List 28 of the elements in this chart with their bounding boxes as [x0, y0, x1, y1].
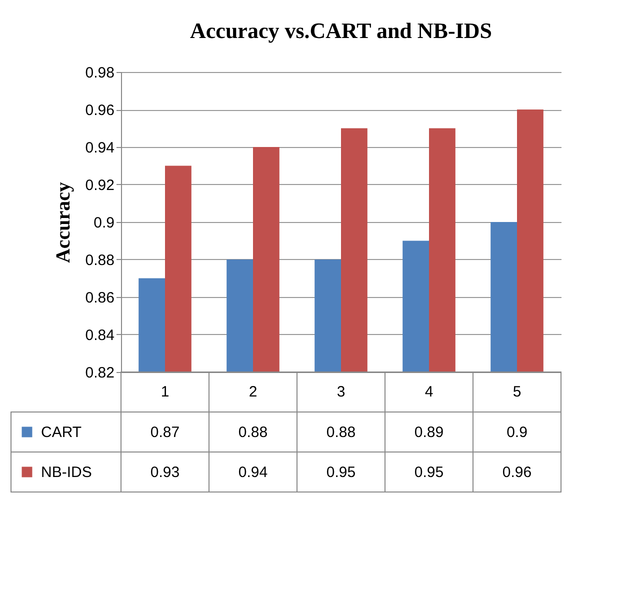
data-label: 0.95: [414, 464, 444, 481]
y-tick-label: 0.98: [85, 64, 114, 82]
y-tick-label: 0.94: [85, 140, 114, 156]
x-tick-label: 3: [336, 384, 346, 400]
data-label: 0.89: [414, 424, 444, 441]
data-label: 0.95: [326, 464, 356, 481]
data-label: 0.87: [150, 424, 180, 441]
y-tick-label: 0.92: [85, 177, 114, 194]
x-tick-label: 5: [512, 384, 522, 400]
y-tick-label: 0.82: [85, 364, 114, 382]
y-tick-label: 0.86: [85, 290, 114, 306]
legend-label: NB-IDS: [41, 464, 92, 481]
x-tick-label: 4: [424, 384, 434, 400]
y-tick-label: 0.88: [85, 252, 114, 269]
data-label: 0.88: [238, 424, 268, 441]
y-tick-label: 0.96: [85, 102, 114, 119]
x-tick-label: 2: [248, 384, 258, 400]
data-label: 0.9: [506, 424, 528, 441]
data-label: 0.88: [326, 424, 356, 441]
chart-title: Accuracy vs.CART and NB-IDS: [190, 18, 492, 43]
y-tick-label: 0.9: [94, 214, 114, 232]
x-tick-label: 1: [160, 384, 170, 400]
y-axis-title: Accuracy: [52, 182, 74, 264]
data-label: 0.94: [238, 464, 268, 481]
y-tick-label: 0.84: [85, 327, 114, 344]
data-label: 0.93: [150, 464, 180, 481]
legend-label: CART: [41, 424, 82, 441]
data-label: 0.96: [502, 464, 532, 481]
